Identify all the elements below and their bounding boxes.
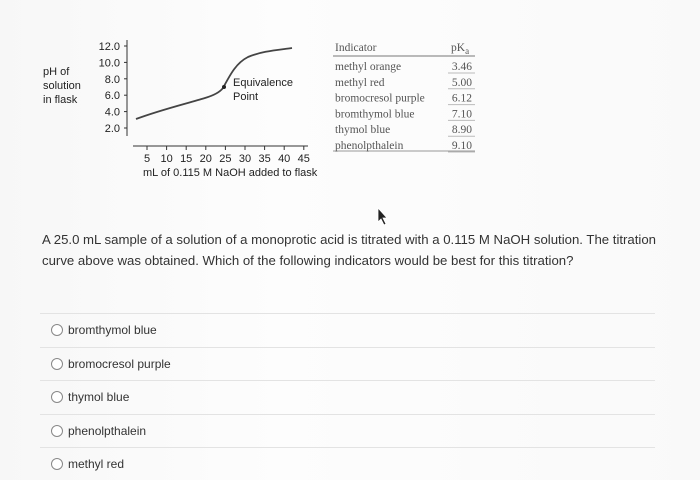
option[interactable]: phenolpthalein: [40, 413, 655, 448]
option-label: phenolpthalein: [68, 423, 147, 438]
figure: pH of solution in flask 12.0 10.0 8.0 6.0 4.…: [43, 40, 475, 226]
annotation: Equivalence: [233, 77, 293, 89]
equivalence-dot: [222, 85, 226, 89]
question: A 25.0 mL sample of a solution of a mono…: [42, 232, 657, 268]
option[interactable]: methyl red: [40, 447, 655, 481]
y-tick-label: 4.0: [105, 107, 120, 119]
x-tick-label: 30: [239, 153, 251, 165]
radio[interactable]: [51, 324, 63, 336]
pka-value: 7.10: [452, 108, 472, 120]
pka-value: 9.10: [452, 140, 472, 152]
radio[interactable]: [51, 458, 63, 470]
pk: pK: [451, 42, 466, 54]
option[interactable]: bromocresol purple: [40, 346, 655, 381]
cursor: [377, 206, 388, 226]
option-label: methyl red: [68, 457, 125, 471]
indicator-name: methyl red: [335, 77, 385, 89]
indicator-name: phenolpthalein: [335, 140, 404, 152]
pk-sub: a: [465, 46, 469, 56]
pka-value: 8.90: [452, 124, 472, 136]
indicator-name: methyl orange: [335, 61, 401, 73]
pka-value: 5.00: [452, 77, 472, 89]
y-tick-label: 8.0: [105, 74, 120, 86]
y-axis-label: pH of solution in flask: [43, 66, 81, 106]
option[interactable]: thymol blue: [40, 380, 655, 414]
y-label-line: pH of: [43, 66, 70, 78]
pka-value: 3.46: [452, 61, 472, 73]
radio[interactable]: [51, 424, 63, 437]
indicator-table: Indicator pKa methyl orange 3.46 methyl re…: [333, 42, 475, 153]
indicator-name: thymol blue: [335, 124, 390, 136]
y-tick-label: 10.0: [99, 57, 120, 69]
y-label-line: in flask: [43, 94, 78, 106]
option[interactable]: bromthymol blue: [40, 313, 655, 347]
y-tick-label: 2.0: [105, 123, 120, 135]
indicator-name: bromthymol blue: [335, 108, 415, 120]
option-label: bromocresol purple: [68, 356, 171, 371]
x-tick-label: 15: [180, 153, 192, 165]
x-tick-label: 10: [160, 153, 172, 165]
y-tick-label: 12.0: [99, 41, 120, 53]
option-label: bromthymol blue: [68, 323, 157, 337]
x-tick-label: 5: [144, 153, 150, 165]
x-tick-label: 45: [298, 153, 310, 165]
x-tick-label: 25: [219, 153, 231, 165]
radio[interactable]: [51, 391, 63, 403]
table-header: Indicator: [335, 42, 377, 54]
x-tick-label: 40: [278, 153, 290, 165]
x-tick-label: 35: [258, 153, 270, 165]
option-label: thymol blue: [68, 390, 130, 404]
y-label-line: solution: [43, 80, 81, 92]
table-header: pKa: [451, 42, 469, 56]
y-tick-label: 6.0: [105, 90, 120, 102]
annotation: Point: [233, 91, 258, 103]
x-axis-label: mL of 0.115 M NaOH added to flask: [143, 167, 318, 179]
radio[interactable]: [51, 357, 63, 370]
x-tick-label: 20: [200, 153, 212, 165]
indicator-name: bromocresol purple: [335, 93, 425, 105]
pka-value: 6.12: [452, 93, 472, 105]
